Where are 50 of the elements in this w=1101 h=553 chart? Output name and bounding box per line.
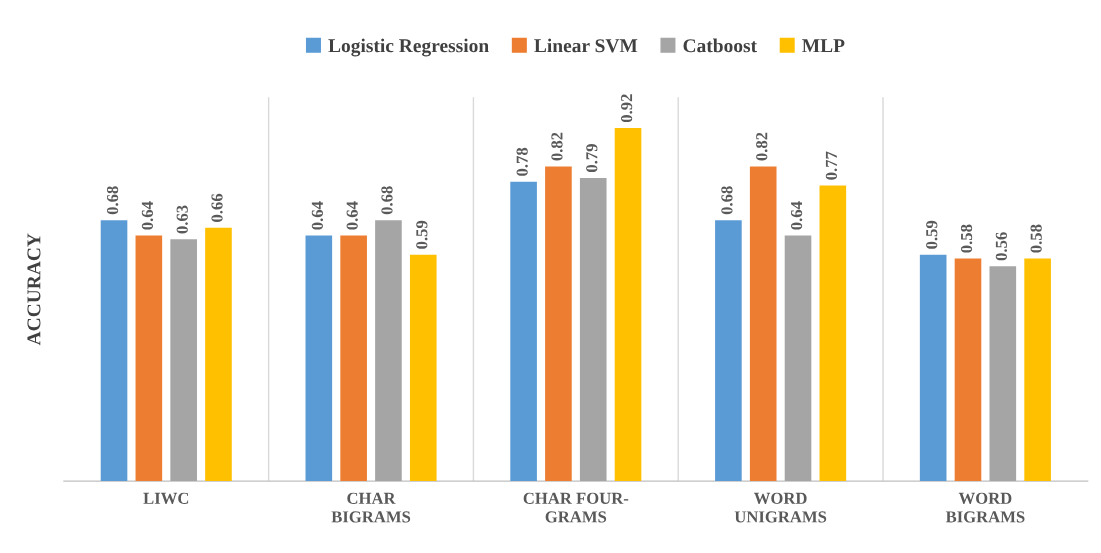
data-label: 0.78 xyxy=(516,147,528,176)
x-tick-label: LIWC xyxy=(143,492,189,505)
bar xyxy=(784,235,812,482)
bar xyxy=(375,220,402,482)
bar xyxy=(749,166,777,482)
data-label: 0.82 xyxy=(756,132,768,161)
data-label: 0.68 xyxy=(106,186,119,215)
data-label: 0.63 xyxy=(176,205,188,234)
data-label: 0.56 xyxy=(995,232,1008,261)
x-tick-label: WORD BIGRAMS xyxy=(945,492,1025,523)
bar xyxy=(819,185,847,482)
data-label: 0.58 xyxy=(1030,224,1042,253)
bar xyxy=(579,177,607,482)
data-label: 0.77 xyxy=(825,151,838,180)
data-label: 0.64 xyxy=(790,201,803,230)
x-tick-label: WORD UNIGRAMS xyxy=(734,492,827,523)
data-label: 0.64 xyxy=(311,201,324,230)
data-label: 0.64 xyxy=(141,201,154,230)
bar xyxy=(1024,258,1051,482)
legend-label: Logistic Regression xyxy=(328,38,489,57)
bar xyxy=(100,220,128,482)
x-tick-label: CHAR FOUR- GRAMS xyxy=(523,492,629,523)
data-label: 0.59 xyxy=(416,220,428,249)
legend-label: MLP xyxy=(802,39,845,53)
bar xyxy=(614,128,642,482)
data-label: 0.58 xyxy=(960,224,973,253)
bar xyxy=(170,239,197,482)
data-label: 0.82 xyxy=(551,132,563,161)
data-label: 0.66 xyxy=(211,193,223,222)
data-label: 0.64 xyxy=(346,201,358,230)
bar xyxy=(409,254,437,482)
bar xyxy=(954,258,982,482)
y-axis-title: ACCURACY xyxy=(27,233,41,346)
legend-label: Linear SVM xyxy=(534,38,638,53)
x-tick-label: CHAR BIGRAMS xyxy=(331,492,411,523)
bar xyxy=(305,235,333,482)
data-label: 0.68 xyxy=(721,186,733,215)
bar xyxy=(989,266,1017,482)
bar xyxy=(135,235,163,482)
bar xyxy=(510,181,537,482)
legend-label: Catboost xyxy=(683,38,757,53)
data-label: 0.92 xyxy=(620,94,633,123)
data-label: 0.59 xyxy=(926,220,938,249)
bar xyxy=(205,227,232,482)
bar xyxy=(919,254,947,482)
bar xyxy=(340,235,367,482)
data-label: 0.79 xyxy=(586,144,598,172)
bar xyxy=(545,166,572,482)
bar xyxy=(715,220,742,482)
data-label: 0.68 xyxy=(381,186,393,215)
